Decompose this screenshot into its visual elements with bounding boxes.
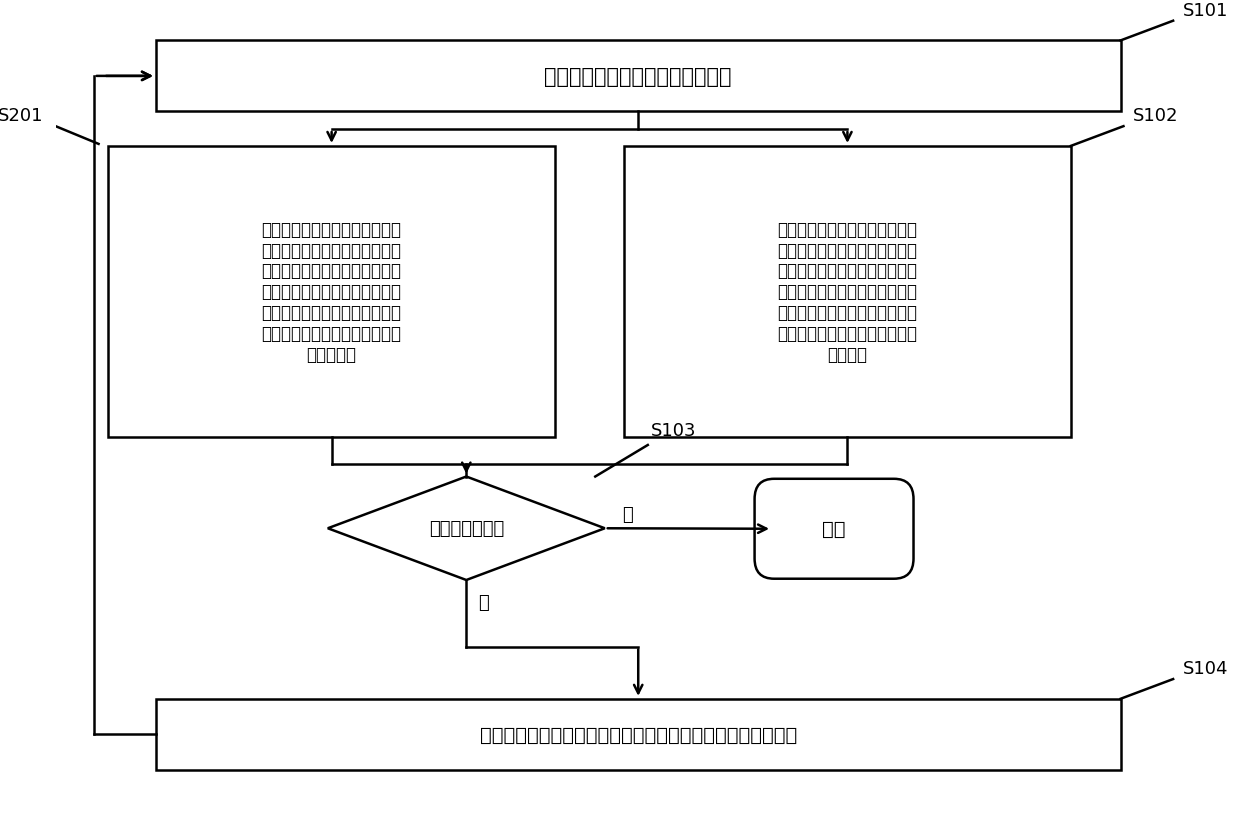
Text: 采样是否结束？: 采样是否结束？	[429, 519, 503, 537]
FancyBboxPatch shape	[624, 147, 1071, 437]
Text: 获取车辆在第一采样时刻的方位角: 获取车辆在第一采样时刻的方位角	[544, 67, 732, 87]
Text: S103: S103	[651, 422, 696, 440]
Text: 将所述第一采样时刻的下一采样时刻确定为新的第一采样时刻: 将所述第一采样时刻的下一采样时刻确定为新的第一采样时刻	[480, 725, 797, 744]
Text: S101: S101	[1183, 2, 1228, 20]
Text: S201: S201	[0, 107, 43, 125]
Text: S102: S102	[1133, 107, 1178, 125]
FancyBboxPatch shape	[156, 699, 1121, 770]
Text: 当判定所述车辆在所述第一采样
时刻的方位角处于所述交集外、
或者所述交集为空集时，将所述
车辆在所述第一采样时刻的位置
点确定为轨迹结束点，并将该位
置点与上一: 当判定所述车辆在所述第一采样 时刻的方位角处于所述交集外、 或者所述交集为空集时…	[262, 220, 402, 363]
Text: 否: 否	[477, 593, 489, 611]
FancyBboxPatch shape	[108, 147, 556, 437]
FancyBboxPatch shape	[156, 41, 1121, 112]
Text: S104: S104	[1183, 659, 1228, 677]
Text: 结束: 结束	[822, 519, 846, 539]
FancyBboxPatch shape	[755, 479, 914, 579]
Text: 是: 是	[622, 506, 632, 524]
Text: 当判定所述车辆在所述第一采样
时刻的方位角处于所述车辆在第
二采样时刻对应的第一安全角度
范围和在第三采样时刻对应的第
二安全角度范围的交集内时，忽
略所述车辆: 当判定所述车辆在所述第一采样 时刻的方位角处于所述车辆在第 二采样时刻对应的第一…	[777, 220, 918, 363]
Polygon shape	[327, 477, 605, 581]
